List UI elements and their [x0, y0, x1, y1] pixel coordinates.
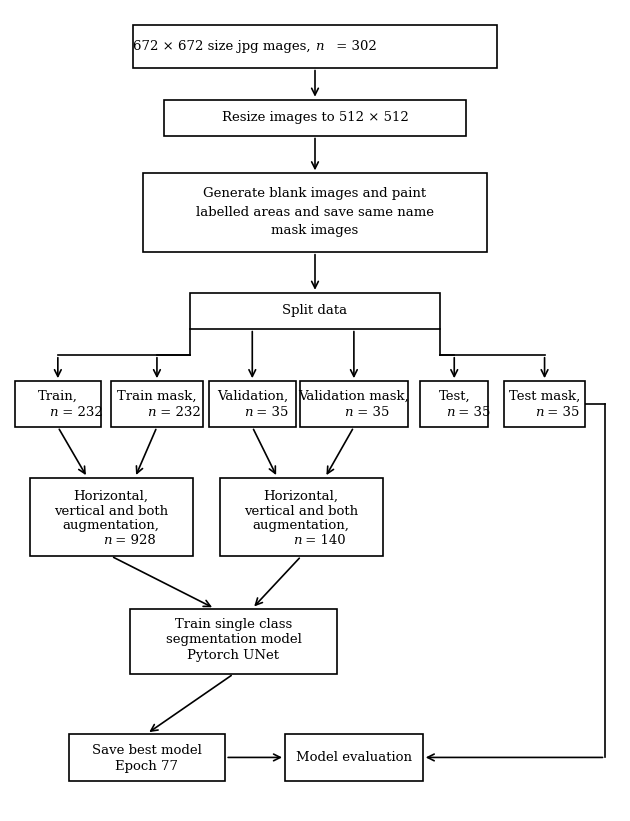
Text: segmentation model: segmentation model — [166, 633, 301, 646]
FancyBboxPatch shape — [209, 381, 295, 427]
Text: n: n — [535, 406, 543, 420]
Text: = 302: = 302 — [332, 40, 377, 53]
Text: n: n — [446, 406, 454, 420]
Text: n: n — [244, 406, 252, 420]
FancyBboxPatch shape — [505, 381, 585, 427]
Text: Horizontal,: Horizontal, — [74, 490, 149, 503]
Text: Validation mask,: Validation mask, — [299, 389, 410, 402]
Text: = 35: = 35 — [353, 406, 389, 420]
Text: Horizontal,: Horizontal, — [264, 490, 339, 503]
Text: Generate blank images and paint
labelled areas and save same name
mask images: Generate blank images and paint labelled… — [196, 187, 434, 237]
FancyBboxPatch shape — [133, 25, 497, 67]
Text: n: n — [293, 534, 301, 547]
Text: = 35: = 35 — [454, 406, 491, 420]
Text: Train,: Train, — [38, 389, 77, 402]
FancyBboxPatch shape — [130, 608, 337, 674]
Text: n: n — [49, 406, 58, 420]
Text: = 232: = 232 — [58, 406, 103, 420]
Text: Save best model: Save best model — [92, 744, 202, 757]
Text: Train single class: Train single class — [175, 618, 292, 631]
Text: = 232: = 232 — [156, 406, 200, 420]
Text: Epoch 77: Epoch 77 — [115, 760, 178, 773]
Text: Validation,: Validation, — [217, 389, 288, 402]
Text: Test,: Test, — [438, 389, 470, 402]
Text: = 35: = 35 — [543, 406, 580, 420]
Text: Pytorch UNet: Pytorch UNet — [188, 649, 280, 662]
Text: Train mask,: Train mask, — [117, 389, 197, 402]
Text: Test mask,: Test mask, — [509, 389, 580, 402]
Text: = 35: = 35 — [252, 406, 289, 420]
FancyBboxPatch shape — [142, 173, 488, 252]
Text: = 140: = 140 — [301, 534, 346, 547]
Text: = 928: = 928 — [111, 534, 156, 547]
Text: n: n — [147, 406, 156, 420]
Text: Resize images to 512 × 512: Resize images to 512 × 512 — [222, 111, 408, 124]
FancyBboxPatch shape — [69, 734, 226, 781]
FancyBboxPatch shape — [30, 478, 193, 556]
Text: n: n — [103, 534, 111, 547]
FancyBboxPatch shape — [420, 381, 488, 427]
Text: augmentation,: augmentation, — [63, 520, 159, 532]
Text: vertical and both: vertical and both — [244, 505, 358, 518]
Text: augmentation,: augmentation, — [253, 520, 350, 532]
Text: 672 × 672 size jpg mages,: 672 × 672 size jpg mages, — [134, 40, 315, 53]
FancyBboxPatch shape — [110, 381, 203, 427]
FancyBboxPatch shape — [164, 99, 466, 135]
FancyBboxPatch shape — [220, 478, 383, 556]
Text: vertical and both: vertical and both — [54, 505, 168, 518]
Text: n: n — [315, 40, 323, 53]
FancyBboxPatch shape — [300, 381, 408, 427]
FancyBboxPatch shape — [285, 734, 423, 781]
FancyBboxPatch shape — [14, 381, 101, 427]
FancyBboxPatch shape — [190, 292, 440, 328]
Text: Model evaluation: Model evaluation — [296, 751, 412, 764]
Text: Split data: Split data — [282, 304, 348, 317]
Text: n: n — [344, 406, 353, 420]
